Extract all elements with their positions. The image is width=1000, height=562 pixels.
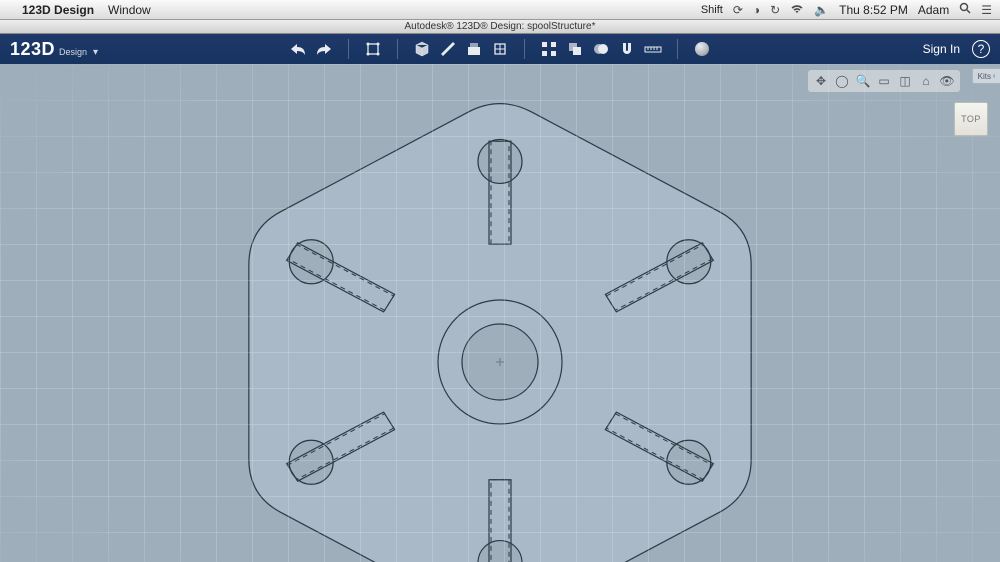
material-tool-icon[interactable] bbox=[692, 39, 712, 59]
kits-panel-tab[interactable]: Kits ‹ bbox=[972, 68, 1000, 84]
combine-tool-icon[interactable] bbox=[591, 39, 611, 59]
display-icon[interactable]: ◑ bbox=[753, 3, 760, 17]
fit-view-icon[interactable]: ▭ bbox=[875, 72, 893, 90]
visibility-icon[interactable]: 👁 bbox=[938, 72, 956, 90]
construct-tool-icon[interactable] bbox=[464, 39, 484, 59]
view-controls: ✥ ◯ 🔍 ▭ ◫ ⌂ 👁 bbox=[808, 70, 960, 92]
mac-user[interactable]: Adam bbox=[918, 3, 949, 17]
kits-label: Kits bbox=[978, 72, 991, 81]
mac-menu-window[interactable]: Window bbox=[108, 3, 151, 17]
viewport[interactable]: ✥ ◯ 🔍 ▭ ◫ ⌂ 👁 Kits ‹ TOP bbox=[0, 64, 1000, 562]
view-cube-face: TOP bbox=[961, 114, 981, 124]
modify-tool-icon[interactable] bbox=[490, 39, 510, 59]
notifications-icon[interactable]: ☰ bbox=[981, 3, 992, 17]
redo-button[interactable] bbox=[314, 39, 334, 59]
group-tool-icon[interactable] bbox=[565, 39, 585, 59]
mac-menubar: 123D Design Window Shift ⟳ ◑ ↻ 🔈 Thu 8:5… bbox=[0, 0, 1000, 20]
app-window-titlebar: Autodesk® 123D® Design: spoolStructure* bbox=[0, 20, 1000, 34]
help-button[interactable]: ? bbox=[972, 40, 990, 58]
home-view-icon[interactable]: ⌂ bbox=[917, 72, 935, 90]
model-canvas[interactable] bbox=[0, 64, 1000, 562]
shift-indicator: Shift bbox=[701, 4, 723, 16]
logo-sub: Design bbox=[59, 47, 87, 57]
timemachine-icon[interactable]: ↻ bbox=[770, 3, 780, 17]
app-toolbar: 123D Design ▾ bbox=[0, 34, 1000, 64]
pan-tool-icon[interactable]: ✥ bbox=[812, 72, 830, 90]
spotlight-icon[interactable] bbox=[959, 2, 971, 17]
volume-icon[interactable]: 🔈 bbox=[814, 3, 829, 17]
zoom-tool-icon[interactable]: 🔍 bbox=[854, 72, 872, 90]
sign-in-link[interactable]: Sign In bbox=[923, 42, 960, 56]
pattern-tool-icon[interactable] bbox=[539, 39, 559, 59]
chevron-down-icon: ▾ bbox=[93, 47, 98, 58]
view-cube[interactable]: TOP bbox=[954, 102, 988, 136]
mac-clock[interactable]: Thu 8:52 PM bbox=[839, 3, 908, 17]
chevron-left-icon: ‹ bbox=[993, 73, 995, 80]
bolt-hole bbox=[478, 139, 522, 183]
sync-icon[interactable]: ⟳ bbox=[733, 3, 743, 17]
primitive-tool-icon[interactable] bbox=[412, 39, 432, 59]
transform-tool-icon[interactable] bbox=[363, 39, 383, 59]
undo-button[interactable] bbox=[288, 39, 308, 59]
wifi-icon[interactable] bbox=[790, 3, 804, 17]
mac-app-name[interactable]: 123D Design bbox=[22, 3, 94, 17]
snap-tool-icon[interactable] bbox=[617, 39, 637, 59]
app-logo-menu[interactable]: 123D Design ▾ bbox=[10, 39, 98, 60]
look-at-icon[interactable]: ◫ bbox=[896, 72, 914, 90]
sketch-tool-icon[interactable] bbox=[438, 39, 458, 59]
orbit-tool-icon[interactable]: ◯ bbox=[833, 72, 851, 90]
logo-main: 123D bbox=[10, 39, 55, 60]
measure-tool-icon[interactable] bbox=[643, 39, 663, 59]
app-window-title: Autodesk® 123D® Design: spoolStructure* bbox=[405, 21, 596, 32]
